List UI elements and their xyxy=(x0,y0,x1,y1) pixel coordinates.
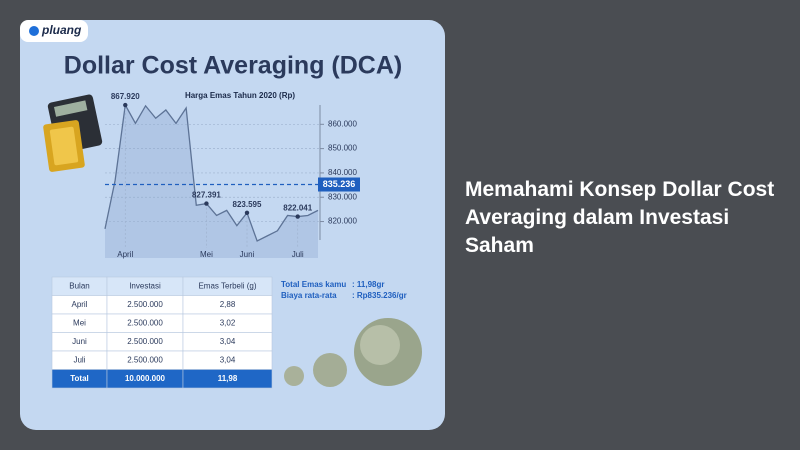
table-text: 2.500.000 xyxy=(127,318,163,327)
y-tick-label: 820.000 xyxy=(328,217,357,226)
value-label: 823.595 xyxy=(233,200,262,209)
table-text: Juni xyxy=(72,337,87,346)
value-label: 827.391 xyxy=(192,191,221,200)
table-text: Emas Terbeli (g) xyxy=(198,281,256,290)
logo-tab xyxy=(20,20,88,42)
table-text: April xyxy=(71,300,87,309)
chart-title: Harga Emas Tahun 2020 (Rp) xyxy=(185,91,295,100)
y-tick-label: 850.000 xyxy=(328,144,357,153)
y-tick-label: 830.000 xyxy=(328,192,357,201)
table-cell xyxy=(182,369,273,389)
y-tick-label: 860.000 xyxy=(328,119,357,128)
reference-badge xyxy=(318,177,360,192)
x-tick-label: Juli xyxy=(292,250,304,259)
table-text: Juli xyxy=(73,355,85,364)
table-text: 3,04 xyxy=(220,337,236,346)
table-text: Total xyxy=(70,374,89,383)
table-text: 2.500.000 xyxy=(127,355,163,364)
card-title: Dollar Cost Averaging (DCA) xyxy=(64,52,402,80)
area xyxy=(105,105,318,258)
table-text: Bulan xyxy=(69,281,89,290)
summary-label: Biaya rata-rata xyxy=(281,291,337,300)
point xyxy=(204,201,209,206)
table-text: 3,02 xyxy=(220,318,236,327)
table-text: 2,88 xyxy=(220,300,236,309)
point xyxy=(295,214,300,219)
chart: Harga Emas Tahun 2020 (Rp) 820.000 830.000… xyxy=(104,91,360,259)
calculator-illustration xyxy=(43,94,103,172)
point xyxy=(244,210,250,215)
summary-value: : Rp835.236/gr xyxy=(352,291,407,300)
table-text: 10.000.000 xyxy=(125,374,166,383)
value-label: 822.041 xyxy=(283,204,312,213)
y-tick-label: 840.000 xyxy=(328,168,357,177)
value-label: 867.920 xyxy=(111,92,140,101)
table-text: Investasi xyxy=(129,281,161,290)
table-text: 2.500.000 xyxy=(127,300,163,309)
summary-label: Total Emas kamu xyxy=(281,280,346,289)
logo: pluang xyxy=(41,23,82,37)
table-text: 11,98 xyxy=(218,374,238,383)
money-balls xyxy=(284,318,422,387)
table-text: Mei xyxy=(73,318,86,327)
reference-label: 835.236 xyxy=(323,179,356,189)
summary-value: : 11,98gr xyxy=(352,280,384,289)
table-text: 2.500.000 xyxy=(127,337,163,346)
x-tick-label: Mei xyxy=(200,250,213,259)
table: Bulan Investasi Emas Terbeli (g) April 2.500… xyxy=(51,276,273,389)
summary: Total Emas kamu : 11,98gr Biaya rata-rata:… xyxy=(281,280,407,300)
x-tick-label: Juni xyxy=(240,250,255,259)
point xyxy=(123,102,128,108)
line xyxy=(104,103,319,242)
table-text: 3,04 xyxy=(220,355,236,364)
logo-icon xyxy=(29,26,39,36)
headline: Memahami Konsep Dollar Cost Averaging da… xyxy=(465,178,775,257)
x-tick-label: April xyxy=(117,250,133,259)
